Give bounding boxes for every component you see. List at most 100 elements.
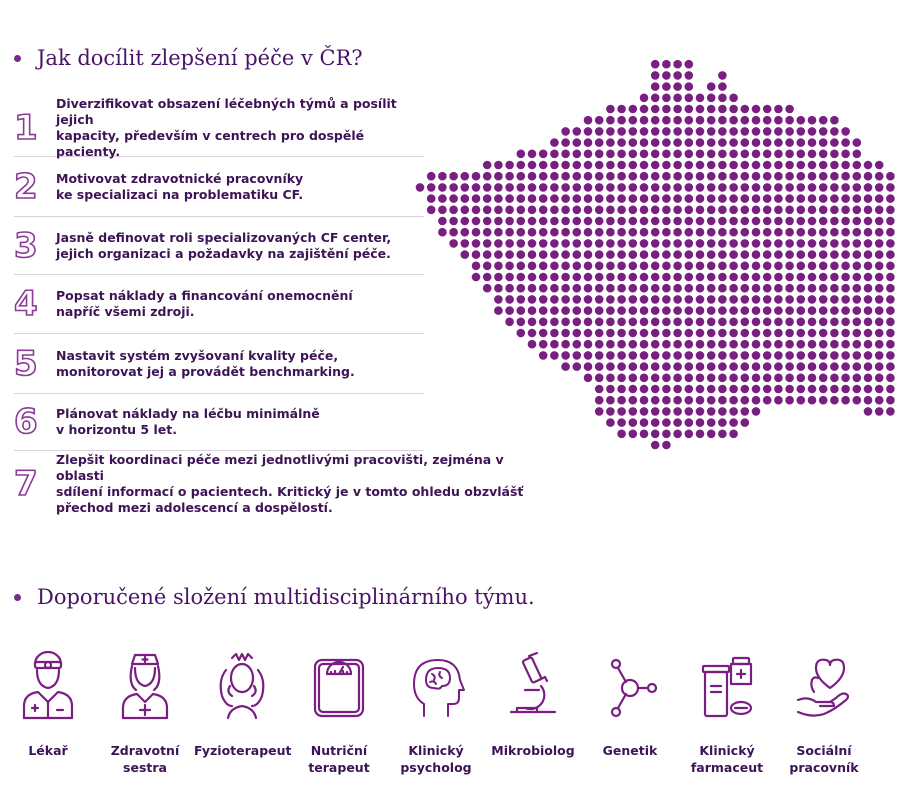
map-dot <box>594 127 604 136</box>
map-dot <box>650 407 660 416</box>
map-dot <box>650 138 660 147</box>
map-dot <box>684 59 694 69</box>
map-dot <box>516 295 526 304</box>
map-dot <box>718 261 727 271</box>
map-dot <box>874 160 884 170</box>
map-dot <box>785 362 794 371</box>
map-dot <box>785 216 794 226</box>
map-dot <box>572 272 582 282</box>
map-dot <box>818 306 828 315</box>
map-dot <box>774 239 783 248</box>
map-dot <box>863 373 873 383</box>
map-dot <box>751 384 761 394</box>
map-dot <box>606 351 615 360</box>
map-dot <box>684 82 694 91</box>
map-dot <box>740 339 750 349</box>
map-dot <box>830 328 839 338</box>
map-dot <box>740 272 750 282</box>
map-dot <box>785 171 794 181</box>
map-dot <box>718 351 727 360</box>
map-dot <box>650 183 660 192</box>
map-dot <box>762 205 772 215</box>
map-dot <box>841 306 850 315</box>
map-dot <box>673 373 682 383</box>
map-dot <box>606 205 615 215</box>
map-dot <box>650 227 660 237</box>
map-dot <box>606 283 615 293</box>
map-dot <box>863 306 873 315</box>
map-dot <box>729 429 738 439</box>
map-dot <box>796 250 806 259</box>
map-dot <box>818 149 828 159</box>
map-dot <box>527 216 537 226</box>
map-dot <box>785 149 794 159</box>
map-dot <box>449 183 458 192</box>
map-dot <box>863 205 873 215</box>
map-dot <box>639 418 649 427</box>
map-dot <box>606 418 615 427</box>
map-dot <box>617 227 626 237</box>
map-dot <box>583 149 593 159</box>
map-dot <box>762 104 772 114</box>
map-dot <box>572 239 582 248</box>
map-dot <box>594 227 604 237</box>
map-dot <box>606 407 615 416</box>
map-dot <box>785 283 794 293</box>
map-dot <box>471 272 481 282</box>
map-dot <box>796 160 806 170</box>
map-dot <box>852 138 862 147</box>
map-dot <box>740 351 750 360</box>
map-dot <box>830 160 839 170</box>
map-dot <box>673 384 682 394</box>
map-dot <box>662 82 671 91</box>
map-dot <box>662 250 671 259</box>
map-dot <box>505 306 514 315</box>
map-dot <box>841 171 850 181</box>
map-dot <box>583 339 593 349</box>
map-dot <box>863 351 873 360</box>
map-dot <box>774 138 783 147</box>
map-dot <box>516 171 526 181</box>
map-dot <box>628 384 638 394</box>
map-dot <box>561 239 570 248</box>
map-dot <box>841 283 850 293</box>
map-dot <box>550 239 559 248</box>
map-dot <box>438 194 447 203</box>
map-dot <box>628 104 638 114</box>
map-dot <box>830 216 839 226</box>
map-dot <box>796 216 806 226</box>
map-dot <box>583 362 593 371</box>
map-dot <box>830 339 839 349</box>
map-dot <box>527 183 537 192</box>
map-dot <box>718 317 727 327</box>
map-dot <box>852 250 862 259</box>
map-dot <box>774 149 783 159</box>
map-dot <box>550 183 559 192</box>
map-dot <box>807 149 817 159</box>
map-dot <box>583 227 593 237</box>
map-dot <box>583 216 593 226</box>
map-dot <box>762 194 772 203</box>
map-dot <box>617 328 626 338</box>
map-dot <box>684 339 694 349</box>
map-dot <box>706 407 716 416</box>
map-dot <box>841 317 850 327</box>
list-item: 2 Motivovat zdravotnické pracovníky ke s… <box>13 157 424 217</box>
map-dot <box>628 272 638 282</box>
map-dot <box>796 384 806 394</box>
map-dot <box>852 272 862 282</box>
map-dot <box>550 328 559 338</box>
map-dot <box>830 283 839 293</box>
map-dot <box>841 261 850 271</box>
team-member-physiotherapist: Fyzioterapeut <box>194 650 292 759</box>
map-dot <box>751 115 761 125</box>
map-dot <box>729 328 738 338</box>
map-dot <box>482 272 492 282</box>
map-dot <box>617 418 626 427</box>
map-dot <box>538 317 548 327</box>
map-dot <box>863 227 873 237</box>
map-dot <box>852 261 862 271</box>
map-dot <box>583 127 593 136</box>
map-dot <box>774 317 783 327</box>
map-dot <box>886 395 895 405</box>
